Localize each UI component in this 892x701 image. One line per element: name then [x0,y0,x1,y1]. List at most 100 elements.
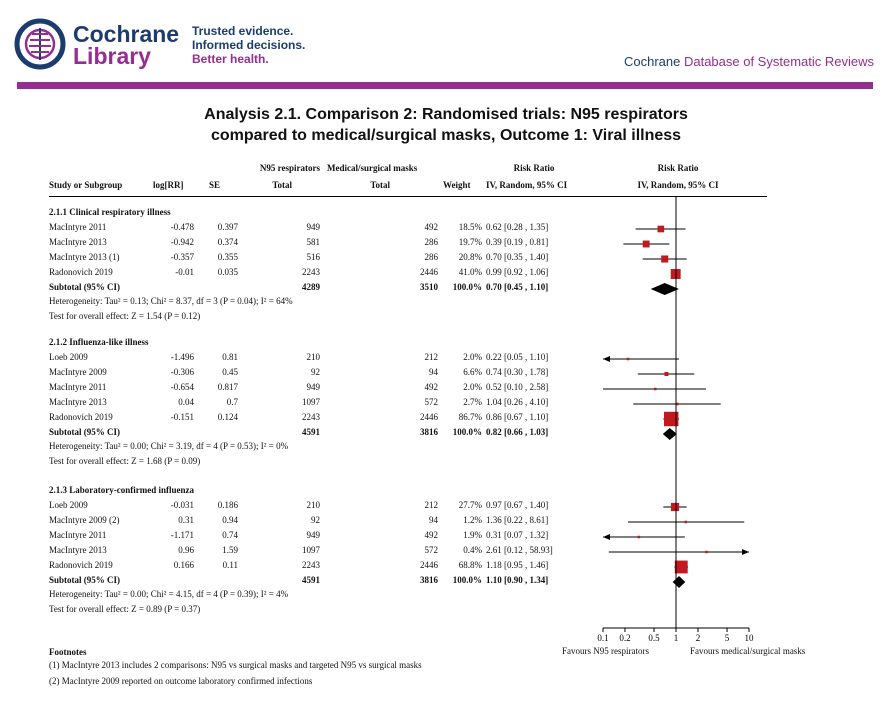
subtotal-msm-total: 3816 [420,427,438,437]
study-weight: 27.7% [458,500,482,510]
subtotal-label: Subtotal (95% CI) [49,575,121,585]
study-msm-total: 492 [424,382,439,392]
study-logrr: -0.654 [170,382,194,392]
col-logrr: log[RR] [153,180,184,190]
study-se: 0.11 [222,560,238,570]
subtotal-weight: 100.0% [452,282,482,292]
col-study: Study or Subgroup [49,180,123,190]
study-ci: 0.62 [0.28 , 1.35] [486,222,549,232]
subtotal-n95-total: 4289 [302,282,320,292]
study-msm-total: 572 [424,397,439,407]
study-n95-total: 949 [306,530,321,540]
study-weight: 20.8% [458,252,482,262]
heterogeneity-text: Heterogeneity: Tau² = 0.00; Chi² = 3.19,… [49,441,289,451]
study-se: 0.186 [217,500,238,510]
col-weight: Weight [443,180,471,190]
x-tick-label: 1 [674,633,679,643]
study-weight: 2.0% [463,382,482,392]
database-name[interactable]: Cochrane Database of Systematic Reviews [624,54,874,69]
study-logrr: -1.496 [170,352,194,362]
subgroup-label: 2.1.2 Influenza-like illness [49,337,149,347]
study-logrr: -1.171 [170,530,194,540]
study-n95-total: 92 [311,515,320,525]
subtotal-diamond [662,428,677,440]
study-n95-total: 92 [311,367,320,377]
study-se: 0.817 [217,382,238,392]
study-point [637,535,641,539]
study-weight: 41.0% [458,267,482,277]
x-tick-label: 5 [725,633,730,643]
footnote-1: (1) MacIntyre 2013 includes 2 comparison… [49,660,422,670]
cochrane-logo[interactable]: Cochrane Library [14,18,179,78]
study-point [661,255,669,263]
overall-effect-text: Test for overall effect: Z = 0.89 (P = 0… [49,604,201,614]
study-name: MacIntyre 2013 [49,545,107,555]
study-point [664,372,669,376]
study-logrr: -0.031 [170,500,194,510]
tagline-1: Trusted evidence. [192,24,294,38]
study-ci: 0.31 [0.07 , 1.32] [486,530,549,540]
study-ci: 1.36 [0.22 , 8.61] [486,515,549,525]
subtotal-ci: 0.70 [0.45 , 1.10] [486,282,549,292]
study-name: MacIntyre 2013 (1) [49,252,120,262]
study-n95-total: 2243 [302,560,320,570]
study-point [705,550,708,554]
study-name: MacIntyre 2011 [49,382,107,392]
study-se: 0.124 [217,412,238,422]
study-weight: 1.2% [463,515,482,525]
subtotal-weight: 100.0% [452,575,482,585]
study-n95-total: 949 [306,382,321,392]
study-weight: 2.0% [463,352,482,362]
subtotal-diamond [650,283,680,295]
study-se: 0.035 [217,267,238,277]
study-weight: 68.8% [458,560,482,570]
footnote-2: (2) MacIntyre 2009 reported on outcome l… [49,676,313,686]
overall-effect-text: Test for overall effect: Z = 1.68 (P = 0… [49,456,201,466]
study-name: MacIntyre 2011 [49,530,107,540]
study-ci: 2.61 [0.12 , 58.93] [486,545,553,555]
database-prefix: Cochrane [623,54,681,69]
analysis-title-line2: compared to medical/surgical masks, Outc… [210,127,682,144]
col-rr-plot-sub: IV, Random, 95% CI [637,180,719,190]
study-weight: 2.7% [463,397,482,407]
study-name: MacIntyre 2013 [49,397,107,407]
study-name: Radonovich 2019 [49,412,113,422]
heterogeneity-text: Heterogeneity: Tau² = 0.00; Chi² = 4.15,… [49,589,289,599]
header-bar [17,82,873,89]
study-weight: 1.9% [463,530,482,540]
study-n95-total: 210 [306,352,321,362]
favours-left-label: Favours N95 respirators [562,646,649,656]
x-tick-label: 2 [696,633,701,643]
study-n95-total: 1097 [302,545,320,555]
study-n95-total: 1097 [302,397,320,407]
study-se: 1.59 [222,545,238,555]
subtotal-msm-total: 3816 [420,575,438,585]
study-se: 0.374 [217,237,238,247]
study-ci: 0.39 [0.19 , 0.81] [486,237,549,247]
study-msm-total: 212 [424,500,439,510]
study-logrr: 0.04 [178,397,194,407]
favours-right-label: Favours medical/surgical masks [690,646,806,656]
x-tick-label: 0.2 [619,633,630,643]
heterogeneity-text: Heterogeneity: Tau² = 0.13; Chi² = 8.37,… [49,296,293,306]
footnotes-heading: Footnotes [49,647,87,657]
ci-arrow-left [603,534,610,540]
col-rr-sub: IV, Random, 95% CI [486,180,568,190]
study-msm-total: 2446 [420,560,438,570]
x-tick-label: 10 [745,633,755,643]
study-msm-total: 286 [424,252,439,262]
col-rr-top: Risk Ratio [513,163,555,173]
ci-arrow-left [603,356,610,362]
study-point [657,225,665,233]
subtotal-ci: 1.10 [0.90 , 1.34] [486,575,549,585]
study-se: 0.397 [217,222,238,232]
study-msm-total: 492 [424,530,439,540]
col-n95-total: Total [272,180,292,190]
study-n95-total: 949 [306,222,321,232]
study-ci: 1.18 [0.95 , 1.46] [486,560,549,570]
col-se: SE [209,180,221,190]
subtotal-diamond [672,576,686,588]
study-name: Loeb 2009 [49,352,88,362]
study-logrr: -0.306 [170,367,194,377]
study-msm-total: 492 [424,222,439,232]
